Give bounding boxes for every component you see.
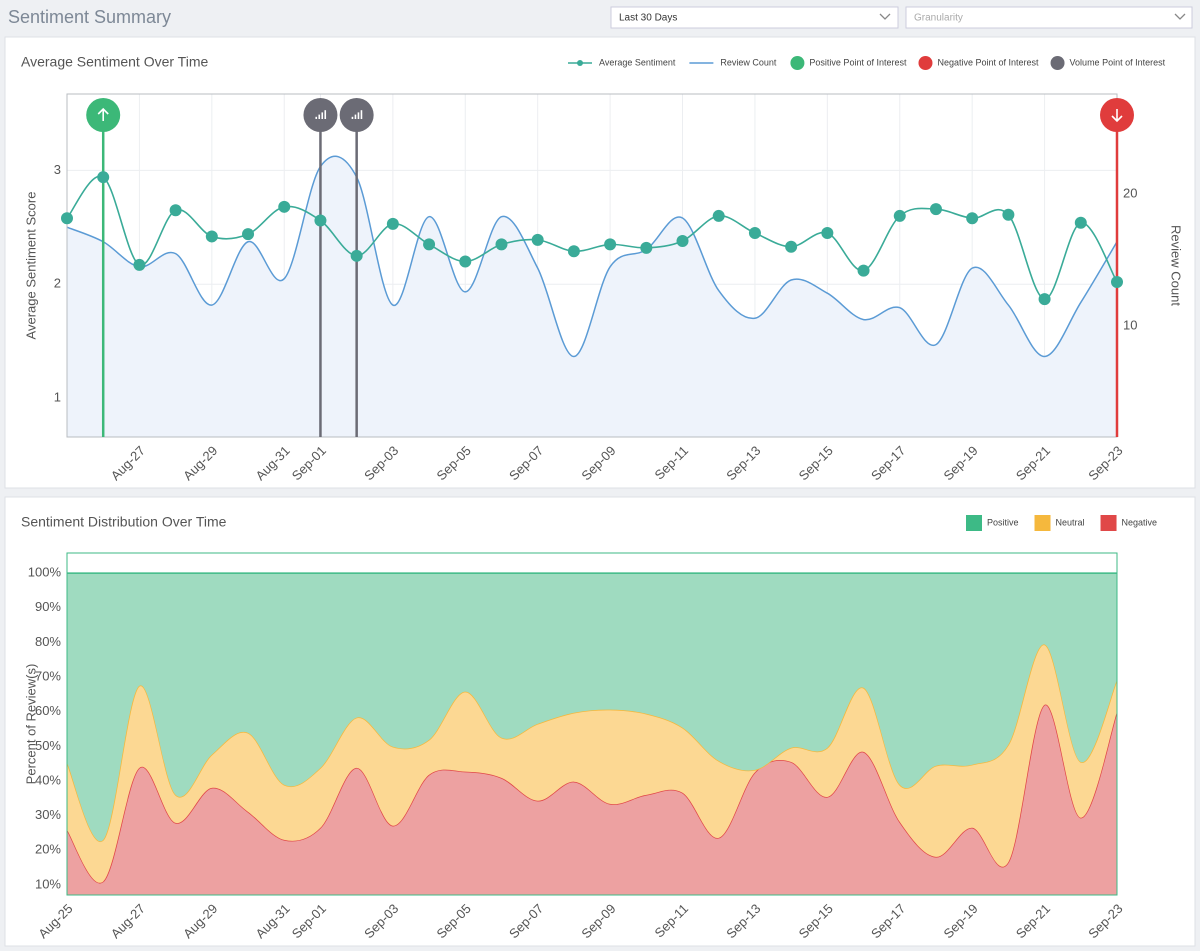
count-line: [67, 155, 1117, 358]
y-tick-label: 70%: [35, 668, 61, 683]
sentiment-point: [423, 238, 436, 251]
sentiment-point: [278, 200, 291, 213]
chart-title: Sentiment Distribution Over Time: [21, 514, 227, 530]
legend-label: Review Count: [720, 57, 777, 67]
sentiment-point: [495, 238, 508, 251]
sentiment-point: [386, 217, 399, 230]
sentiment-point: [133, 258, 146, 271]
icon-glyph: [318, 114, 321, 119]
page-title: Sentiment Summary: [8, 7, 171, 27]
sentiment-point: [314, 214, 327, 227]
chevron: [1174, 13, 1186, 20]
sentiment-point: [459, 255, 472, 268]
y2-tick-label: 10: [1123, 318, 1137, 333]
y-tick-label: 20%: [35, 842, 61, 857]
sentiment-point: [893, 209, 906, 222]
sentiment-point: [676, 235, 689, 247]
date-range-dropdown[interactable]: Last 30 Days: [610, 6, 899, 29]
legend-icon: [1050, 56, 1065, 70]
sentiment-point: [821, 227, 834, 240]
sentiment-point: [1074, 216, 1087, 229]
legend-swatch: [1100, 515, 1117, 531]
granularity-dropdown[interactable]: Granularity: [905, 6, 1193, 29]
y-tick-label: 10%: [35, 876, 61, 891]
dropdown-value: Last 30 Days: [619, 13, 677, 24]
legend-swatch: [966, 515, 982, 531]
icon-glyph: [354, 114, 357, 119]
y-tick-label: 90%: [35, 599, 61, 614]
y-tick-label: 100%: [28, 565, 62, 580]
y-tick-label: 40%: [35, 772, 61, 787]
sentiment-point: [1038, 293, 1051, 306]
sentiment-point: [169, 204, 182, 217]
stack-area: [67, 644, 1117, 883]
dropdown-box[interactable]: [905, 6, 1193, 29]
sentiment-point: [640, 241, 653, 254]
plot: [67, 572, 1117, 895]
poi-icon: [303, 98, 338, 132]
legend-label: Positive Point of Interest: [809, 57, 907, 67]
sentiment-point: [567, 245, 580, 258]
plot-frame: [66, 552, 1118, 896]
sentiment-point: [1111, 276, 1123, 289]
dropdown-placeholder: Granularity: [914, 13, 963, 24]
sentiment-point: [748, 227, 761, 240]
stack-area: [67, 704, 1117, 895]
chevron: [879, 13, 891, 20]
y2-axis-label: Review Count: [1169, 225, 1184, 306]
stack-area: [67, 573, 1117, 842]
legend-dot: [577, 60, 583, 66]
legend-icon: [790, 56, 805, 70]
icon-glyph: [97, 107, 109, 121]
y2-tick-label: 20: [1123, 186, 1137, 201]
legend-label: Average Sentiment: [599, 57, 676, 67]
y-tick-label: 30%: [35, 807, 61, 822]
sentiment-point: [604, 238, 617, 251]
icon-glyph: [324, 110, 327, 119]
sentiment-point: [857, 264, 870, 277]
y-axis-label: Average Sentiment Score: [23, 192, 38, 340]
legend-label: Positive: [987, 517, 1019, 527]
y-tick-label: 2: [54, 276, 61, 291]
sentiment-point: [97, 171, 110, 184]
sentiment-point: [61, 212, 73, 225]
sentiment-point: [785, 240, 798, 253]
icon-glyph: [315, 116, 318, 119]
y-tick-label: 1: [54, 390, 61, 405]
y-tick-label: 50%: [35, 738, 61, 753]
y-tick-label: 60%: [35, 703, 61, 718]
icon-glyph: [321, 112, 324, 119]
legend-swatch: [1034, 515, 1051, 531]
legend-label: Negative: [1122, 517, 1158, 527]
legend-label: Neutral: [1056, 517, 1085, 527]
plot: [67, 155, 1117, 437]
sentiment-point: [966, 212, 979, 225]
sentiment-point: [1002, 208, 1015, 221]
sentiment-point: [712, 209, 725, 222]
count-area: [67, 156, 1117, 437]
chart-title: Average Sentiment Over Time: [21, 54, 208, 70]
y-tick-label: 80%: [35, 634, 61, 649]
icon-glyph: [357, 112, 360, 119]
dropdown-box[interactable]: [610, 6, 899, 29]
poi-icon: [339, 98, 374, 132]
sentiment-point: [242, 228, 255, 241]
icon-glyph: [1111, 109, 1123, 123]
y-tick-label: 3: [54, 162, 61, 177]
icon-glyph: [360, 110, 363, 119]
y-axis-label: Percent of Review(s): [23, 664, 38, 785]
sentiment-point: [929, 203, 942, 216]
legend-icon: [918, 56, 933, 70]
icon-glyph: [351, 116, 354, 119]
legend-label: Volume Point of Interest: [1070, 57, 1166, 67]
sentiment-line: [66, 175, 1118, 300]
legend-label: Negative Point of Interest: [937, 57, 1039, 67]
sentiment-point: [531, 233, 544, 246]
sentiment-point: [205, 230, 218, 243]
sentiment-point: [350, 249, 363, 262]
